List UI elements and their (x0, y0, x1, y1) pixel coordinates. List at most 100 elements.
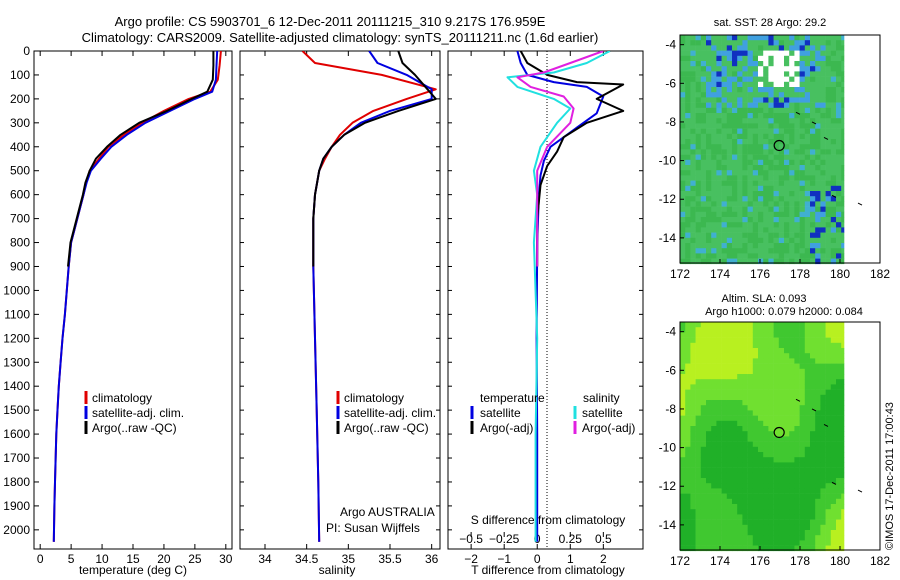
legend-label-s-satellite: satellite (582, 406, 623, 420)
map-cell (680, 358, 686, 364)
map-cell (700, 139, 707, 145)
map-cell (815, 61, 821, 67)
map-cell (706, 415, 712, 422)
map-cell (804, 76, 811, 83)
map-cell (695, 128, 702, 135)
map-cell (794, 180, 800, 187)
map-cell (752, 524, 759, 531)
map-cell (825, 170, 832, 176)
map-cell (747, 483, 754, 489)
map-cell (804, 258, 811, 265)
map-cell (804, 243, 811, 249)
map-cell (711, 50, 717, 57)
map-cell (810, 139, 816, 145)
map-cell (716, 175, 722, 181)
map-cell (726, 498, 733, 505)
map-cell (706, 462, 712, 468)
map-cell (804, 196, 811, 202)
map-cell (726, 514, 733, 520)
argo-pi-annotation: PI: Susan Wijffels (326, 521, 420, 535)
map-cell (773, 483, 780, 489)
map-cell (825, 118, 832, 124)
x-tick-label: −1 (497, 552, 511, 566)
map-cell (773, 389, 780, 396)
map-cell (695, 400, 702, 406)
map-cell (726, 227, 733, 233)
map-cell (721, 92, 728, 98)
map-cell (758, 61, 764, 67)
map-cell (706, 211, 712, 218)
map-cell (773, 379, 780, 385)
map-cell (820, 196, 826, 202)
map-cell (773, 81, 780, 88)
map-cell (752, 540, 759, 546)
map-cell (690, 165, 696, 171)
map-cell (706, 128, 712, 135)
map-cell (726, 118, 733, 124)
map-cell (695, 258, 702, 265)
map-cell (695, 467, 702, 474)
map-cell (804, 165, 811, 171)
map-cell (815, 441, 821, 448)
map-cell (737, 374, 743, 380)
map-cell (700, 258, 707, 265)
map-cell (747, 389, 754, 396)
map-cell (830, 232, 837, 239)
map-cell (768, 128, 774, 135)
map-cell (799, 81, 806, 88)
map-cell (820, 353, 826, 359)
y-tick-label: 1800 (3, 475, 30, 489)
map-cell (799, 462, 806, 468)
map-cell (820, 478, 826, 484)
map-cell (695, 139, 702, 145)
map-cell (841, 332, 845, 338)
map-cell (784, 92, 790, 98)
map-cell (695, 201, 702, 207)
map-cell (747, 71, 754, 77)
map-cell (700, 175, 707, 181)
map-cell (773, 237, 780, 244)
map-cell (742, 61, 748, 67)
map-cell (830, 35, 837, 41)
map-cell (820, 436, 826, 442)
map-cell (820, 519, 826, 526)
map-cell (804, 133, 811, 140)
map-cell (711, 113, 717, 119)
map-cell (737, 180, 743, 187)
map-cell (700, 368, 707, 375)
map-cell (830, 149, 837, 155)
map-cell (726, 144, 733, 150)
map-cell (742, 222, 748, 228)
map-cell (737, 462, 743, 468)
map-cell (820, 97, 826, 103)
map-cell (820, 374, 826, 380)
map-cell (737, 426, 743, 432)
map-cell (695, 410, 702, 416)
map-cell (830, 97, 837, 103)
map-cell (763, 185, 769, 192)
map-cell (747, 118, 754, 124)
map-cell (726, 71, 733, 77)
map-cell (716, 394, 722, 401)
map-cell (752, 426, 759, 432)
map-cell (706, 61, 712, 67)
map-cell (815, 180, 821, 187)
map-cell (778, 446, 785, 453)
map-cell (737, 332, 743, 338)
map-cell (763, 118, 769, 124)
map-cell (711, 97, 717, 103)
map-cell (716, 368, 722, 375)
map-cell (716, 113, 722, 119)
map-cell (695, 50, 702, 57)
map-cell (752, 457, 759, 463)
map-cell (789, 415, 795, 422)
map-cell (747, 441, 754, 448)
map-cell (773, 348, 780, 354)
map-cell (747, 222, 754, 228)
map-cell (841, 400, 845, 406)
map-cell (815, 87, 821, 93)
map-cell (810, 353, 816, 359)
map-cell (700, 243, 707, 249)
map-cell (752, 232, 759, 239)
map-cell (810, 55, 816, 62)
